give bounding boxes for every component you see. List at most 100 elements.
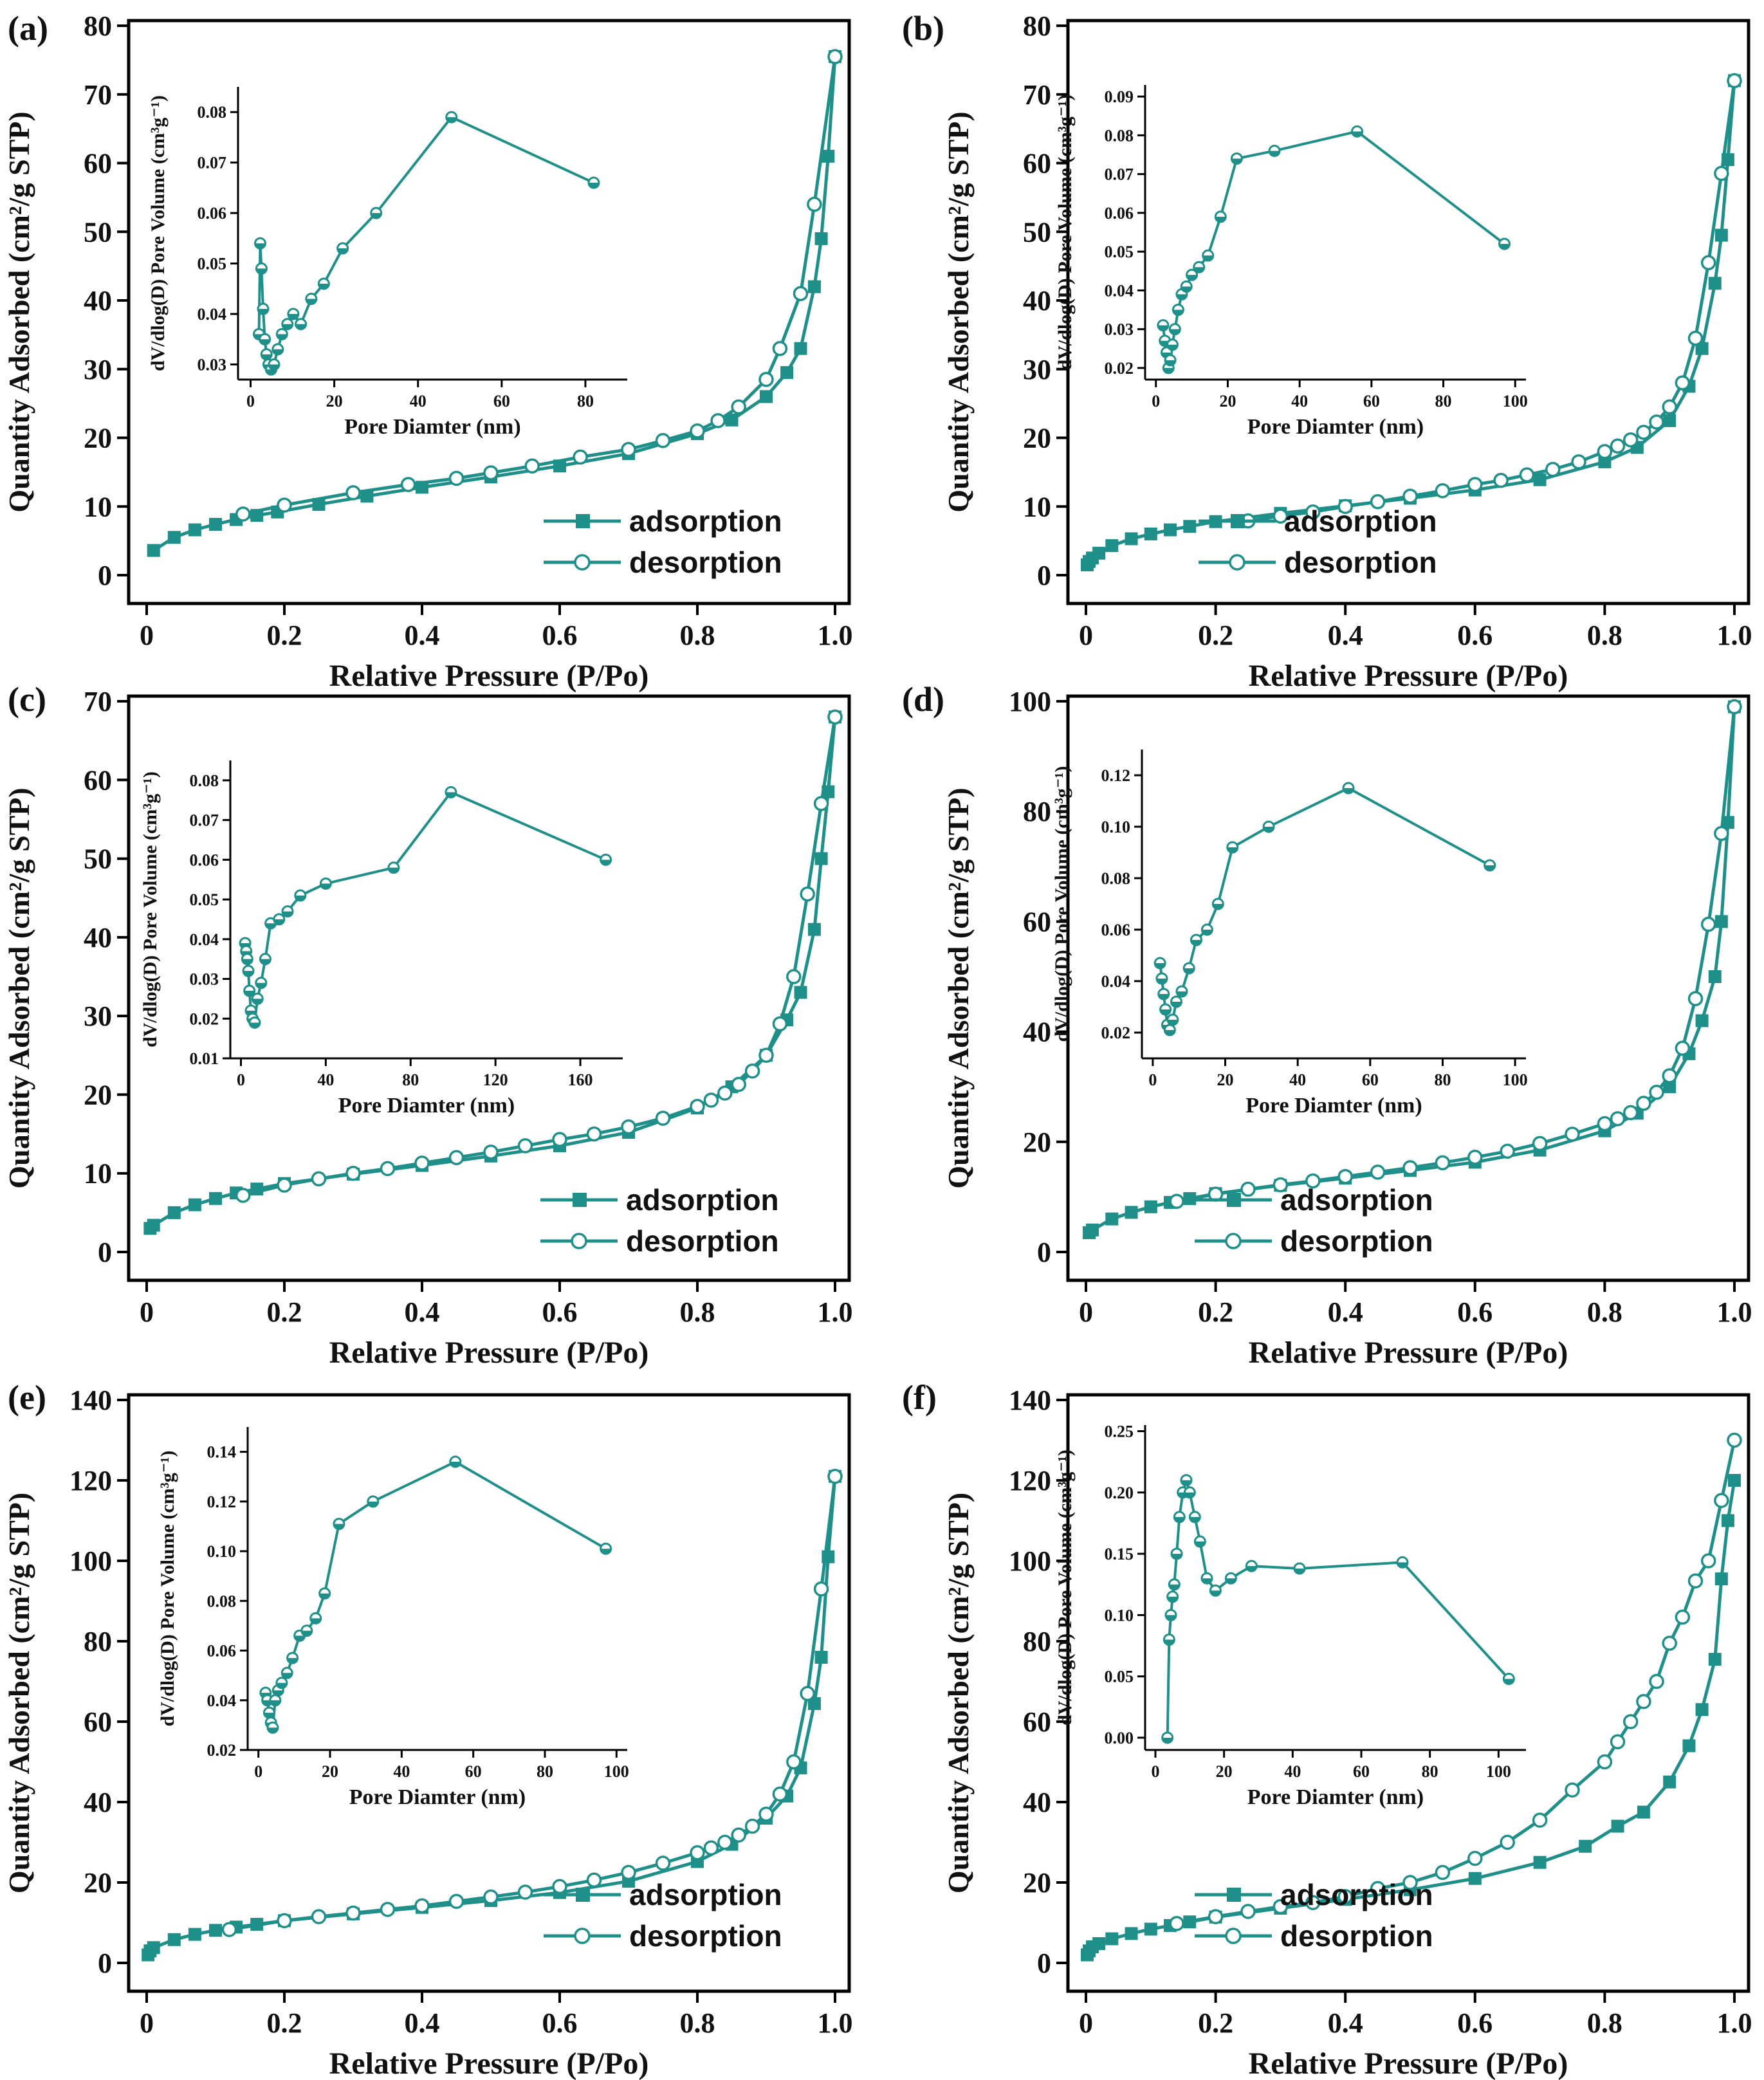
x-tick-label: 0.4: [405, 1296, 440, 1328]
desorption-point: [483, 465, 499, 481]
desorption-point: [345, 1165, 361, 1181]
panel-f: (f) 0 0.2 0.4 0.6 0.8 1.0 0 20 40 60 80 100 120 140 Rel…: [902, 1378, 1752, 2080]
desorption-point: [1370, 494, 1386, 510]
desorption-point: [1402, 1160, 1418, 1175]
x-tick-label: 0.4: [1328, 1296, 1363, 1328]
inset-x-tick-label: 80: [1435, 392, 1452, 410]
adsorption-point: [1663, 414, 1677, 427]
adsorption-point: [1708, 970, 1722, 983]
desorption-point: [710, 413, 726, 428]
adsorption-point: [725, 413, 739, 427]
inset-pore-point-fill: [1294, 1568, 1305, 1574]
desorption-point: [1700, 1553, 1716, 1569]
desorption-point: [1305, 1895, 1321, 1910]
inset-y-axis-title: dV/dlog(D) Pore Volume (cm³g⁻¹): [1054, 94, 1076, 370]
x-tick-label: 0.8: [1587, 620, 1622, 651]
desorption-point: [1687, 1573, 1704, 1588]
y-tick-label: 120: [1009, 1465, 1051, 1496]
inset-pore-point-fill: [282, 324, 293, 329]
inset-pore-point-fill: [1160, 1009, 1171, 1015]
inset-pore-point-fill: [310, 1618, 321, 1624]
desorption-point: [1169, 1193, 1184, 1209]
adsorption-point: [1695, 342, 1709, 355]
inset-pore-point-fill: [266, 369, 277, 375]
desorption-point: [731, 1076, 746, 1092]
y-tick-label: 30: [84, 354, 112, 385]
inset-pore-point-fill: [258, 309, 269, 315]
inset-pore-point-fill: [259, 339, 270, 345]
adsorption-point: [780, 366, 794, 380]
desorption-point: [414, 1898, 430, 1913]
x-tick-label: 0.6: [1457, 1296, 1493, 1328]
inset-x-tick-label: 20: [1219, 392, 1236, 410]
inset-x-tick-label: 0: [1148, 1071, 1157, 1089]
adsorption-point: [1721, 816, 1734, 829]
x-tick-label: 0.4: [405, 620, 440, 651]
inset-y-tick-label: 0.06: [207, 1642, 237, 1661]
plot-frame: [1066, 694, 1750, 1282]
y-axis-title: Quantity Adsorbed (cm²/g STP): [3, 787, 35, 1188]
inset-pore-point-fill: [1167, 344, 1178, 350]
inset-pore-point-fill: [1202, 930, 1213, 935]
inset-y-tick-label: 0.02: [207, 1741, 237, 1760]
y-tick-label: 140: [69, 1385, 112, 1416]
desorption-point: [1687, 991, 1704, 1006]
inset-x-tick-label: 20: [1217, 1071, 1234, 1089]
inset-pore-point-fill: [320, 883, 331, 889]
desorption-point: [703, 1092, 719, 1108]
desorption-point: [1519, 467, 1535, 483]
x-tick-label: 1.0: [818, 2007, 853, 2039]
x-tick-label: 0.8: [1587, 1296, 1622, 1328]
x-tick-label: 0.2: [267, 620, 302, 651]
inset-pore-point-fill: [268, 364, 279, 370]
desorption-point: [1649, 414, 1664, 430]
inset-pore-point-fill: [256, 268, 267, 274]
adsorption-point: [1598, 455, 1612, 468]
legend: adsorption desorption: [540, 1183, 779, 1258]
plot-frame: [127, 19, 851, 605]
inset-pore-point-fill: [337, 248, 348, 254]
inset-pore-point-fill: [255, 243, 266, 249]
inset-pore-point-fill: [243, 971, 254, 977]
y-tick-label: 80: [84, 10, 112, 42]
inset-y-tick-label: 0.05: [1105, 243, 1134, 261]
inset-pore-point-fill: [1352, 131, 1363, 137]
desorption-point: [1208, 1909, 1224, 1924]
desorption-point: [1240, 1904, 1256, 1919]
legend-adsorption-label: adsorption: [1284, 504, 1437, 538]
inset-x-axis-title: Pore Diamter (nm): [338, 1094, 515, 1118]
legend-desorption-label: desorption: [626, 1224, 779, 1258]
inset-x-axis-title: Pore Diamter (nm): [349, 1785, 526, 1809]
legend-adsorption-marker: [1231, 514, 1245, 528]
desorption-point: [1675, 375, 1691, 391]
desorption-point: [1662, 1635, 1677, 1651]
inset-pore-point-fill: [1484, 865, 1495, 870]
inset-x-tick-label: 20: [322, 1762, 338, 1781]
x-tick-label: 1.0: [818, 620, 853, 651]
x-tick-label: 1.0: [818, 1296, 853, 1328]
adsorption-point: [1125, 1927, 1138, 1940]
inset-y-tick-label: 0.06: [1101, 921, 1131, 939]
x-axis-title: Relative Pressure (P/Po): [1249, 2047, 1568, 2080]
adsorption-point: [807, 923, 821, 936]
y-axis-title: Quantity Adsorbed (cm²/g STP): [942, 111, 975, 512]
desorption-point: [483, 1889, 499, 1905]
desorption-point: [1272, 1177, 1289, 1193]
desorption-point: [758, 1047, 774, 1063]
adsorption-point: [1164, 523, 1177, 537]
inset-pore-point-fill: [1202, 1578, 1212, 1584]
desorption-point: [1649, 1085, 1664, 1100]
legend-adsorption-marker: [1227, 1888, 1241, 1902]
x-tick-label: 0: [1079, 1296, 1093, 1328]
inset-x-tick-label: 80: [537, 1762, 553, 1781]
inset-pore-point-fill: [301, 1630, 312, 1636]
adsorption-point: [1708, 1653, 1722, 1666]
x-tick-label: 0: [140, 620, 154, 651]
adsorption-point: [209, 1924, 222, 1937]
inset-x-tick-label: 0: [254, 1762, 262, 1781]
y-tick-label: 10: [84, 1158, 112, 1190]
legend-desorption-label: desorption: [629, 546, 782, 579]
inset-x-tick-label: 40: [317, 1071, 334, 1089]
panel-label: (e): [8, 1378, 46, 1417]
